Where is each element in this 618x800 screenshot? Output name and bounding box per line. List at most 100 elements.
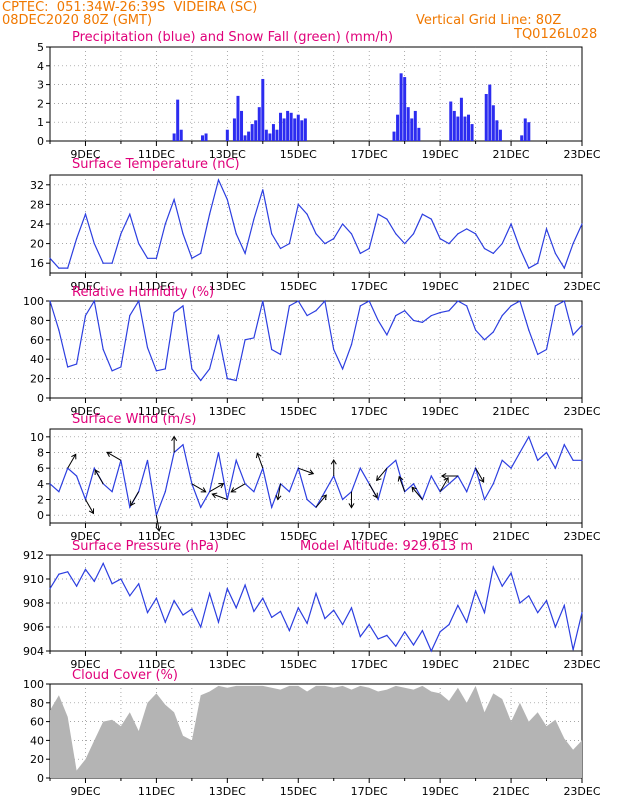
pres-point (84, 568, 87, 571)
rh-xtick-label: 23DEC (563, 405, 600, 418)
wind-xtick-label: 23DEC (563, 530, 600, 543)
pres-point (209, 592, 211, 595)
precip-bar (261, 78, 265, 141)
pres-point (262, 597, 264, 599)
temp-point (528, 267, 530, 269)
wind-point (76, 475, 78, 477)
temp-point (395, 233, 397, 235)
wind-point (200, 506, 202, 508)
wind-xtick-label: 9DEC (70, 530, 100, 543)
temp-point (412, 233, 415, 235)
temp-point (155, 257, 157, 259)
rh-point (93, 300, 95, 302)
temp-point (297, 203, 299, 205)
rh-xtick-label: 15DEC (280, 405, 317, 418)
rh-point (528, 329, 530, 331)
rh-point (155, 370, 157, 372)
temp-point (359, 252, 361, 254)
precip-ytick-label: 5 (37, 41, 44, 54)
cloud-ytick-label: 60 (30, 716, 44, 729)
temp-point (342, 223, 344, 225)
rh-point (200, 379, 202, 382)
temp-point (93, 243, 95, 245)
temp-point (217, 179, 220, 181)
header-date: 08DEC2020 80Z (GMT) (2, 13, 153, 28)
precip-bar (470, 124, 474, 141)
wind-arrow-shaft (106, 451, 122, 461)
rh-point (182, 305, 184, 307)
pres-point (67, 571, 69, 573)
precip-xtick-label: 13DEC (209, 148, 246, 161)
rh-point (510, 305, 512, 307)
pres-point (404, 631, 406, 633)
rh-point (492, 331, 494, 333)
precip-bar (484, 94, 488, 141)
temp-point (209, 213, 211, 215)
rh-point (475, 329, 477, 331)
rh-point (111, 370, 113, 372)
wind-point (58, 491, 60, 493)
wind-arrow-shaft (298, 467, 314, 475)
rh-point (226, 378, 228, 380)
temp-xtick-label: 17DEC (351, 280, 388, 293)
precip-bar (240, 110, 244, 141)
wind-xtick-label: 11DEC (138, 530, 175, 543)
precip-bar (392, 131, 396, 141)
temp-ytick-label: 32 (30, 179, 44, 192)
cloud-ytick-label: 40 (30, 734, 44, 747)
pres-point (226, 588, 228, 590)
rh-point (404, 310, 406, 312)
precip-bar (282, 118, 286, 141)
precip-bar (296, 114, 300, 141)
pres-point (333, 609, 335, 611)
temp-point (333, 238, 335, 240)
temp-point (146, 257, 149, 259)
wind-point (129, 506, 131, 508)
precip-title: Precipitation (blue) and Snow Fall (gree… (72, 30, 393, 45)
precip-frame (49, 46, 583, 142)
wind-point (377, 498, 379, 501)
rh-point (191, 368, 193, 370)
rh-point (519, 300, 521, 302)
wind-xtick-label: 13DEC (209, 530, 246, 543)
temp-point (466, 228, 468, 230)
temp-point (58, 267, 60, 269)
pres-point (244, 584, 246, 586)
wind-point (253, 491, 255, 493)
pres-point (58, 573, 60, 575)
rh-point (49, 300, 51, 302)
pres-point (448, 624, 450, 626)
pres-point (342, 624, 344, 626)
precip-bar (488, 84, 492, 141)
rh-xtick-label: 9DEC (70, 405, 100, 418)
rh-point (102, 348, 104, 351)
rh-point (430, 314, 432, 317)
wind-point (510, 467, 512, 469)
rh-point (120, 366, 122, 368)
pres-point (475, 590, 477, 592)
pres-point (377, 638, 379, 640)
temp-point (501, 243, 503, 245)
wind-arrow-head (308, 469, 315, 476)
temp-point (439, 238, 441, 240)
pres-point (501, 585, 503, 587)
temp-xtick-label: 13DEC (209, 280, 246, 293)
wind-arrow-shaft (256, 452, 264, 469)
wind-arrow-head (106, 451, 113, 457)
wind-arrow-head (155, 526, 162, 532)
precip-bar (495, 120, 499, 141)
wind-arrow-head (130, 500, 136, 507)
pres-point (200, 626, 202, 628)
pres-point (563, 604, 565, 607)
temp-point (404, 243, 406, 245)
wind-arrow-head (321, 494, 327, 501)
rh-point (581, 324, 583, 326)
precip-bar (413, 110, 417, 141)
temp-point (138, 243, 140, 245)
temp-point (253, 218, 255, 220)
rh-point (439, 312, 441, 314)
precip-bar (406, 107, 410, 141)
precip-bar (417, 127, 421, 141)
wind-point (519, 451, 521, 454)
